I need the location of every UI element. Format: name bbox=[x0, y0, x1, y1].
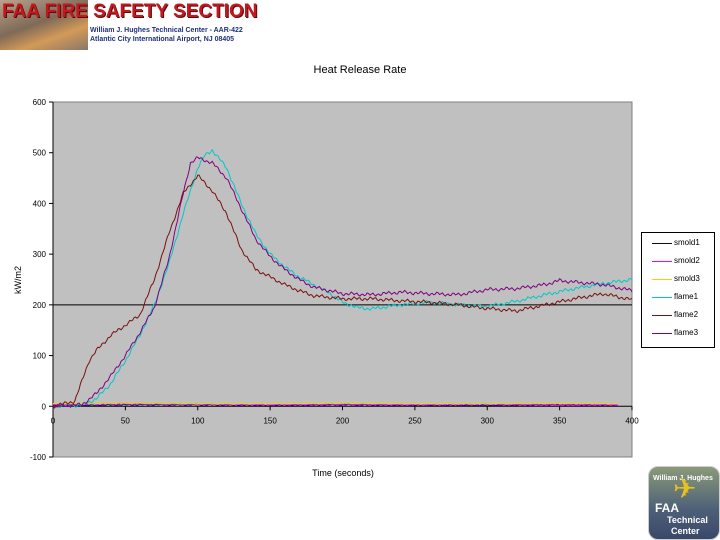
legend-item-smold2: smold2 bbox=[646, 255, 714, 267]
plot-area bbox=[52, 101, 633, 458]
header-title: FAA FIRE SAFETY SECTION bbox=[2, 1, 258, 22]
x-tick-label: 250 bbox=[408, 416, 422, 425]
legend-swatch bbox=[652, 261, 672, 262]
x-tick-label: 400 bbox=[625, 416, 639, 425]
y-tick-label: 400 bbox=[33, 199, 47, 208]
x-tick-label: 100 bbox=[191, 416, 205, 425]
legend-item-smold3: smold3 bbox=[646, 273, 714, 285]
series-line-flame3 bbox=[52, 156, 633, 409]
legend-swatch bbox=[652, 279, 672, 280]
legend-swatch bbox=[652, 297, 672, 298]
legend-item-flame3: flame3 bbox=[646, 327, 714, 339]
header-line-2: Atlantic City International Airport, NJ … bbox=[90, 36, 235, 43]
legend-swatch bbox=[652, 243, 672, 244]
legend-item-flame1: flame1 bbox=[646, 291, 714, 303]
legend-label: flame2 bbox=[674, 310, 699, 319]
x-tick-label: 50 bbox=[121, 416, 130, 425]
badge-center: Center bbox=[671, 526, 700, 536]
y-tick-label: 0 bbox=[42, 402, 47, 411]
legend-label: smold2 bbox=[674, 256, 700, 265]
x-axis-label: Time (seconds) bbox=[312, 468, 374, 478]
y-tick-label: 200 bbox=[33, 301, 47, 310]
legend-label: smold3 bbox=[674, 274, 700, 283]
legend: smold1 smold2 smold3 flame1 flame2 flame3 bbox=[641, 232, 715, 348]
badge-faa: FAA bbox=[655, 501, 679, 515]
series-line-flame2 bbox=[52, 174, 633, 408]
x-tick-label: 200 bbox=[336, 416, 350, 425]
y-tick-label: 600 bbox=[33, 98, 47, 107]
legend-label: smold1 bbox=[674, 238, 700, 247]
faa-technical-center-badge: William J. Hughes ✈ FAA Technical Center bbox=[648, 466, 720, 540]
badge-technical: Technical bbox=[667, 515, 708, 525]
y-tick-label: 300 bbox=[33, 250, 47, 259]
x-tick-label: 150 bbox=[263, 416, 277, 425]
y-tick-label: 500 bbox=[33, 149, 47, 158]
legend-swatch bbox=[652, 315, 672, 316]
x-tick-label: 0 bbox=[51, 416, 56, 425]
y-axis-label: kW/m2 bbox=[13, 266, 23, 294]
faa-logo bbox=[0, 0, 88, 50]
legend-label: flame3 bbox=[674, 328, 699, 337]
x-tick-label: 300 bbox=[481, 416, 495, 425]
legend-item-flame2: flame2 bbox=[646, 309, 714, 321]
x-tick-label: 350 bbox=[553, 416, 567, 425]
badge-top-text: William J. Hughes bbox=[653, 475, 713, 482]
chart-title: Heat Release Rate bbox=[314, 64, 407, 76]
legend-swatch bbox=[652, 333, 672, 334]
series-line-smold3 bbox=[52, 402, 618, 405]
airplane-icon: ✈ bbox=[673, 473, 697, 504]
y-tick-label: 100 bbox=[33, 352, 47, 361]
series-line-flame1 bbox=[52, 148, 633, 409]
header-line-1: William J. Hughes Technical Center - AAR… bbox=[90, 27, 243, 34]
legend-label: flame1 bbox=[674, 292, 699, 301]
y-tick-label: -100 bbox=[30, 453, 47, 462]
legend-item-smold1: smold1 bbox=[646, 237, 714, 249]
